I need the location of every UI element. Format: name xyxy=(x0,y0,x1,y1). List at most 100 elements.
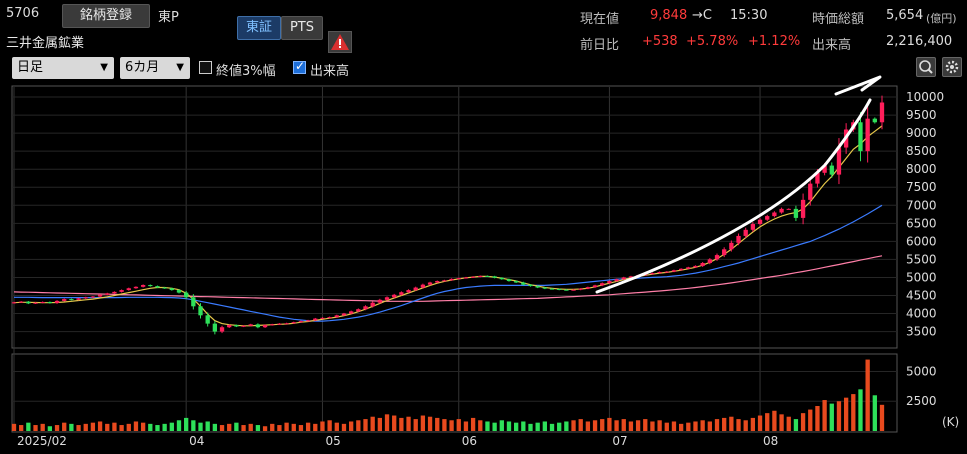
volume-bar xyxy=(707,421,712,431)
warning-icon xyxy=(331,34,349,50)
market-cap-label: 時価総額 xyxy=(812,12,865,27)
gear-icon xyxy=(945,60,959,74)
candle-body xyxy=(879,102,885,123)
candle-body xyxy=(162,287,167,289)
candle-body xyxy=(478,275,483,277)
candle-body xyxy=(334,315,339,318)
volume-bar xyxy=(628,421,634,431)
volume-bar xyxy=(26,422,31,431)
candle-body xyxy=(205,315,210,324)
volume-unit-label: (K) xyxy=(942,415,959,429)
volume-bar xyxy=(729,416,734,431)
volume-bar xyxy=(865,359,870,431)
candle-body xyxy=(549,288,555,290)
candle-body xyxy=(126,288,131,291)
candle-body xyxy=(47,301,53,304)
volume-bar xyxy=(277,425,282,431)
candle-body xyxy=(542,287,547,289)
candle-body xyxy=(442,280,447,282)
candle-body xyxy=(492,276,497,278)
candle-body xyxy=(327,317,332,319)
volume-bar xyxy=(614,420,619,431)
trend-arrow-drawing xyxy=(595,98,872,294)
volume-bar xyxy=(19,425,24,431)
candle-body xyxy=(198,306,203,316)
candle-body xyxy=(786,208,791,210)
candle-body xyxy=(363,306,368,310)
volume-bar xyxy=(722,417,727,431)
volume-bar xyxy=(62,422,67,431)
volume-bar xyxy=(119,425,124,431)
change-percent: +5.78% xyxy=(686,34,739,49)
zoom-button[interactable] xyxy=(916,57,936,77)
volume-label: 出来高 xyxy=(812,38,852,53)
volume-bar xyxy=(413,419,418,431)
x-tick-label: 08 xyxy=(763,434,778,448)
candle-body xyxy=(463,277,469,279)
register-button[interactable]: 銘柄登録 xyxy=(62,4,150,28)
candle-body xyxy=(97,294,103,297)
candle-body xyxy=(521,282,526,285)
candle-body xyxy=(341,313,347,316)
volume-bar xyxy=(370,416,375,431)
candle-body xyxy=(349,311,354,314)
candle-body xyxy=(793,208,799,218)
candle-body xyxy=(427,282,433,285)
candle-body xyxy=(506,279,512,282)
volume-bar xyxy=(198,422,203,431)
candle-body xyxy=(729,242,734,250)
candle-body xyxy=(305,320,311,322)
volume-bar xyxy=(650,421,655,431)
volume-bar xyxy=(140,422,146,431)
candle-body xyxy=(370,302,375,307)
y-tick-label: 4500 xyxy=(906,288,937,302)
volume-bar xyxy=(793,419,799,431)
y-tick-label: 9000 xyxy=(906,126,937,140)
settings-button[interactable] xyxy=(942,57,962,77)
volume-bar xyxy=(800,413,806,431)
candle-body xyxy=(456,278,461,280)
volume-bar xyxy=(384,414,390,431)
y-tick-label: 4000 xyxy=(906,307,937,321)
x-tick-label: 2025/02 xyxy=(17,434,67,448)
volume-bar xyxy=(406,416,411,431)
volume-bar xyxy=(97,421,103,431)
volume-bar xyxy=(291,423,296,431)
candle-body xyxy=(69,299,74,301)
volume-bar xyxy=(585,421,591,431)
candle-body xyxy=(176,290,182,293)
current-price-suffix: →C xyxy=(692,8,712,23)
candle-body xyxy=(657,272,662,274)
volume-bar xyxy=(442,419,447,431)
close-3pct-checkbox[interactable] xyxy=(199,61,212,74)
volume-bar xyxy=(549,423,555,431)
candle-body xyxy=(76,298,81,300)
candle-body xyxy=(356,309,361,312)
volume-bar xyxy=(564,421,569,431)
candle-body xyxy=(413,287,418,291)
search-icon xyxy=(919,60,933,74)
stock-name: 三井金属鉱業 xyxy=(6,36,85,51)
candle-body xyxy=(392,294,397,298)
volume-bar xyxy=(270,423,275,431)
range-select[interactable]: 6カ月 ▼ xyxy=(120,57,190,79)
volume-bar xyxy=(664,422,669,431)
volume-bar xyxy=(772,410,777,431)
candle-body xyxy=(313,318,318,321)
volume-checkbox[interactable] xyxy=(293,59,306,74)
candle-body xyxy=(535,286,540,288)
candle-body xyxy=(736,235,741,243)
volume-bar xyxy=(212,423,218,431)
candle-body xyxy=(11,302,17,304)
volume-bar xyxy=(686,422,691,431)
current-price-value: 9,848 xyxy=(650,8,688,23)
period-select[interactable]: 日足 ▼ xyxy=(12,57,114,79)
tab-tse[interactable]: 東証 xyxy=(237,16,281,40)
warning-button[interactable] xyxy=(328,31,352,53)
stock-code: 5706 xyxy=(6,6,40,21)
volume-bar xyxy=(162,423,167,431)
volume-bar xyxy=(836,401,842,431)
candle-body xyxy=(420,284,426,288)
tab-pts[interactable]: PTS xyxy=(281,16,323,40)
